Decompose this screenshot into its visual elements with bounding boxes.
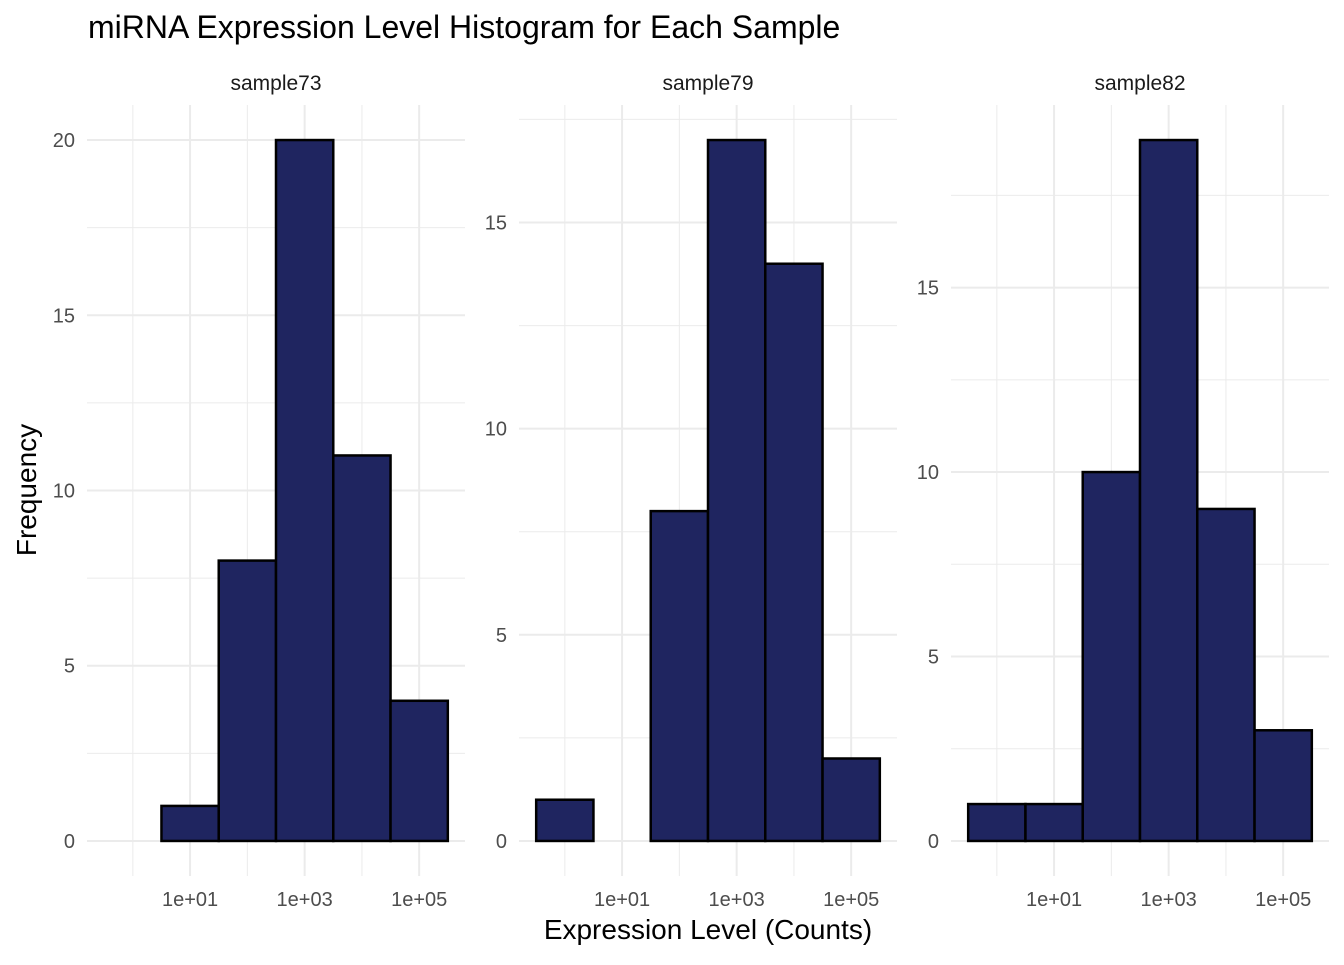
histogram-bar bbox=[1253, 729, 1314, 843]
y-axis-label: Frequency bbox=[11, 424, 42, 556]
histogram-bar bbox=[332, 454, 392, 843]
y-tick-label: 0 bbox=[64, 831, 75, 853]
histogram-bar bbox=[1081, 470, 1142, 843]
x-tick-label: 1e+05 bbox=[823, 889, 879, 911]
y-tick-label: 10 bbox=[917, 462, 939, 484]
histogram-bar bbox=[821, 757, 882, 843]
histogram-bar bbox=[274, 138, 335, 843]
y-tick-label: 5 bbox=[64, 656, 75, 678]
y-tick-label: 10 bbox=[485, 419, 507, 441]
histogram-bar bbox=[1138, 138, 1199, 843]
histogram-bar bbox=[217, 559, 278, 843]
y-tick-label: 0 bbox=[496, 831, 507, 853]
chart-title: miRNA Expression Level Histogram for Eac… bbox=[88, 9, 840, 45]
x-tick-label: 1e+01 bbox=[162, 889, 218, 911]
facet-panel-sample79: 0 5 10 15 1e+01 1e+03 1e+05 sample79 bbox=[485, 72, 897, 911]
histogram-bar bbox=[1024, 802, 1084, 843]
y-tick-label: 5 bbox=[928, 647, 939, 669]
x-tick-label: 1e+03 bbox=[277, 889, 333, 911]
histogram-bar bbox=[706, 138, 767, 843]
y-tick-label: 20 bbox=[53, 130, 75, 152]
histogram-bar bbox=[764, 262, 824, 843]
y-tick-label: 15 bbox=[53, 305, 75, 327]
facet-panel-sample82: 0 5 10 15 1e+01 1e+03 1e+05 sample82 bbox=[917, 72, 1329, 911]
histogram-bar bbox=[649, 509, 710, 843]
x-axis-label: Expression Level (Counts) bbox=[544, 914, 872, 945]
histogram-bar bbox=[966, 802, 1027, 843]
histogram-bar bbox=[160, 804, 220, 843]
x-tick-label: 1e+05 bbox=[391, 889, 447, 911]
facet-strip-label: sample73 bbox=[230, 72, 321, 95]
y-tick-label: 10 bbox=[53, 481, 75, 503]
y-tick-label: 0 bbox=[928, 831, 939, 853]
facet-strip-label: sample79 bbox=[662, 72, 753, 95]
facet-panel-sample73: 0 5 10 15 20 1e+01 1e+03 1e+05 sample73 bbox=[53, 72, 465, 911]
x-tick-label: 1e+03 bbox=[709, 889, 765, 911]
y-tick-label: 15 bbox=[917, 278, 939, 300]
x-tick-label: 1e+03 bbox=[1141, 889, 1197, 911]
histogram-bar bbox=[1196, 507, 1256, 843]
y-tick-label: 5 bbox=[496, 625, 507, 647]
x-tick-label: 1e+01 bbox=[1026, 889, 1082, 911]
x-tick-label: 1e+05 bbox=[1255, 889, 1311, 911]
facet-strip-label: sample82 bbox=[1094, 72, 1185, 95]
x-tick-label: 1e+01 bbox=[594, 889, 650, 911]
y-tick-label: 15 bbox=[485, 213, 507, 235]
histogram-bar bbox=[534, 798, 595, 843]
histogram-bar bbox=[389, 699, 450, 843]
